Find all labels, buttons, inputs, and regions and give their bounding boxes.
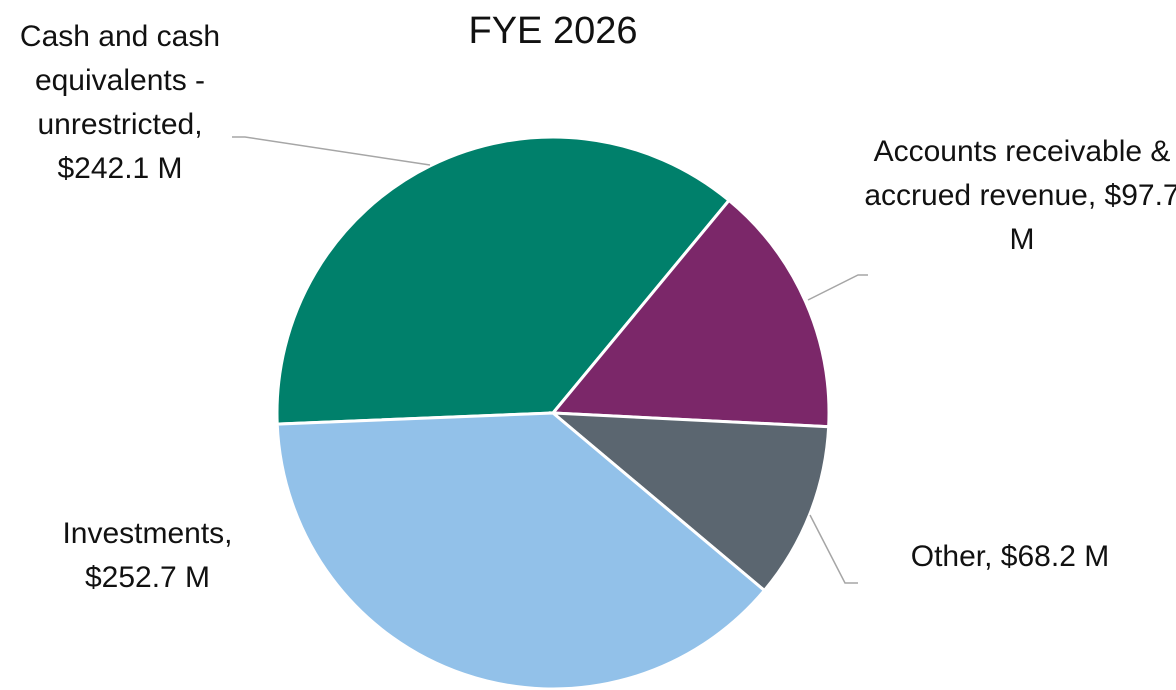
chart-title: FYE 2026: [468, 10, 638, 52]
slices: [275, 135, 831, 690]
pie-slice: [275, 135, 732, 426]
pie-slice: [275, 411, 767, 690]
data-label: Cash and cash equivalents - unrestricted…: [19, 20, 221, 185]
leader-line: [809, 514, 858, 584]
leader-line: [807, 274, 868, 301]
leader-line: [232, 136, 431, 166]
data-label: Accounts receivable & accrued revenue, $…: [864, 135, 1176, 256]
data-label: Investments, $252.7 M: [62, 517, 233, 594]
pie-slice: [549, 198, 831, 429]
data-label: Other, $68.2 M: [910, 540, 1110, 573]
pie-slice: [548, 411, 831, 593]
